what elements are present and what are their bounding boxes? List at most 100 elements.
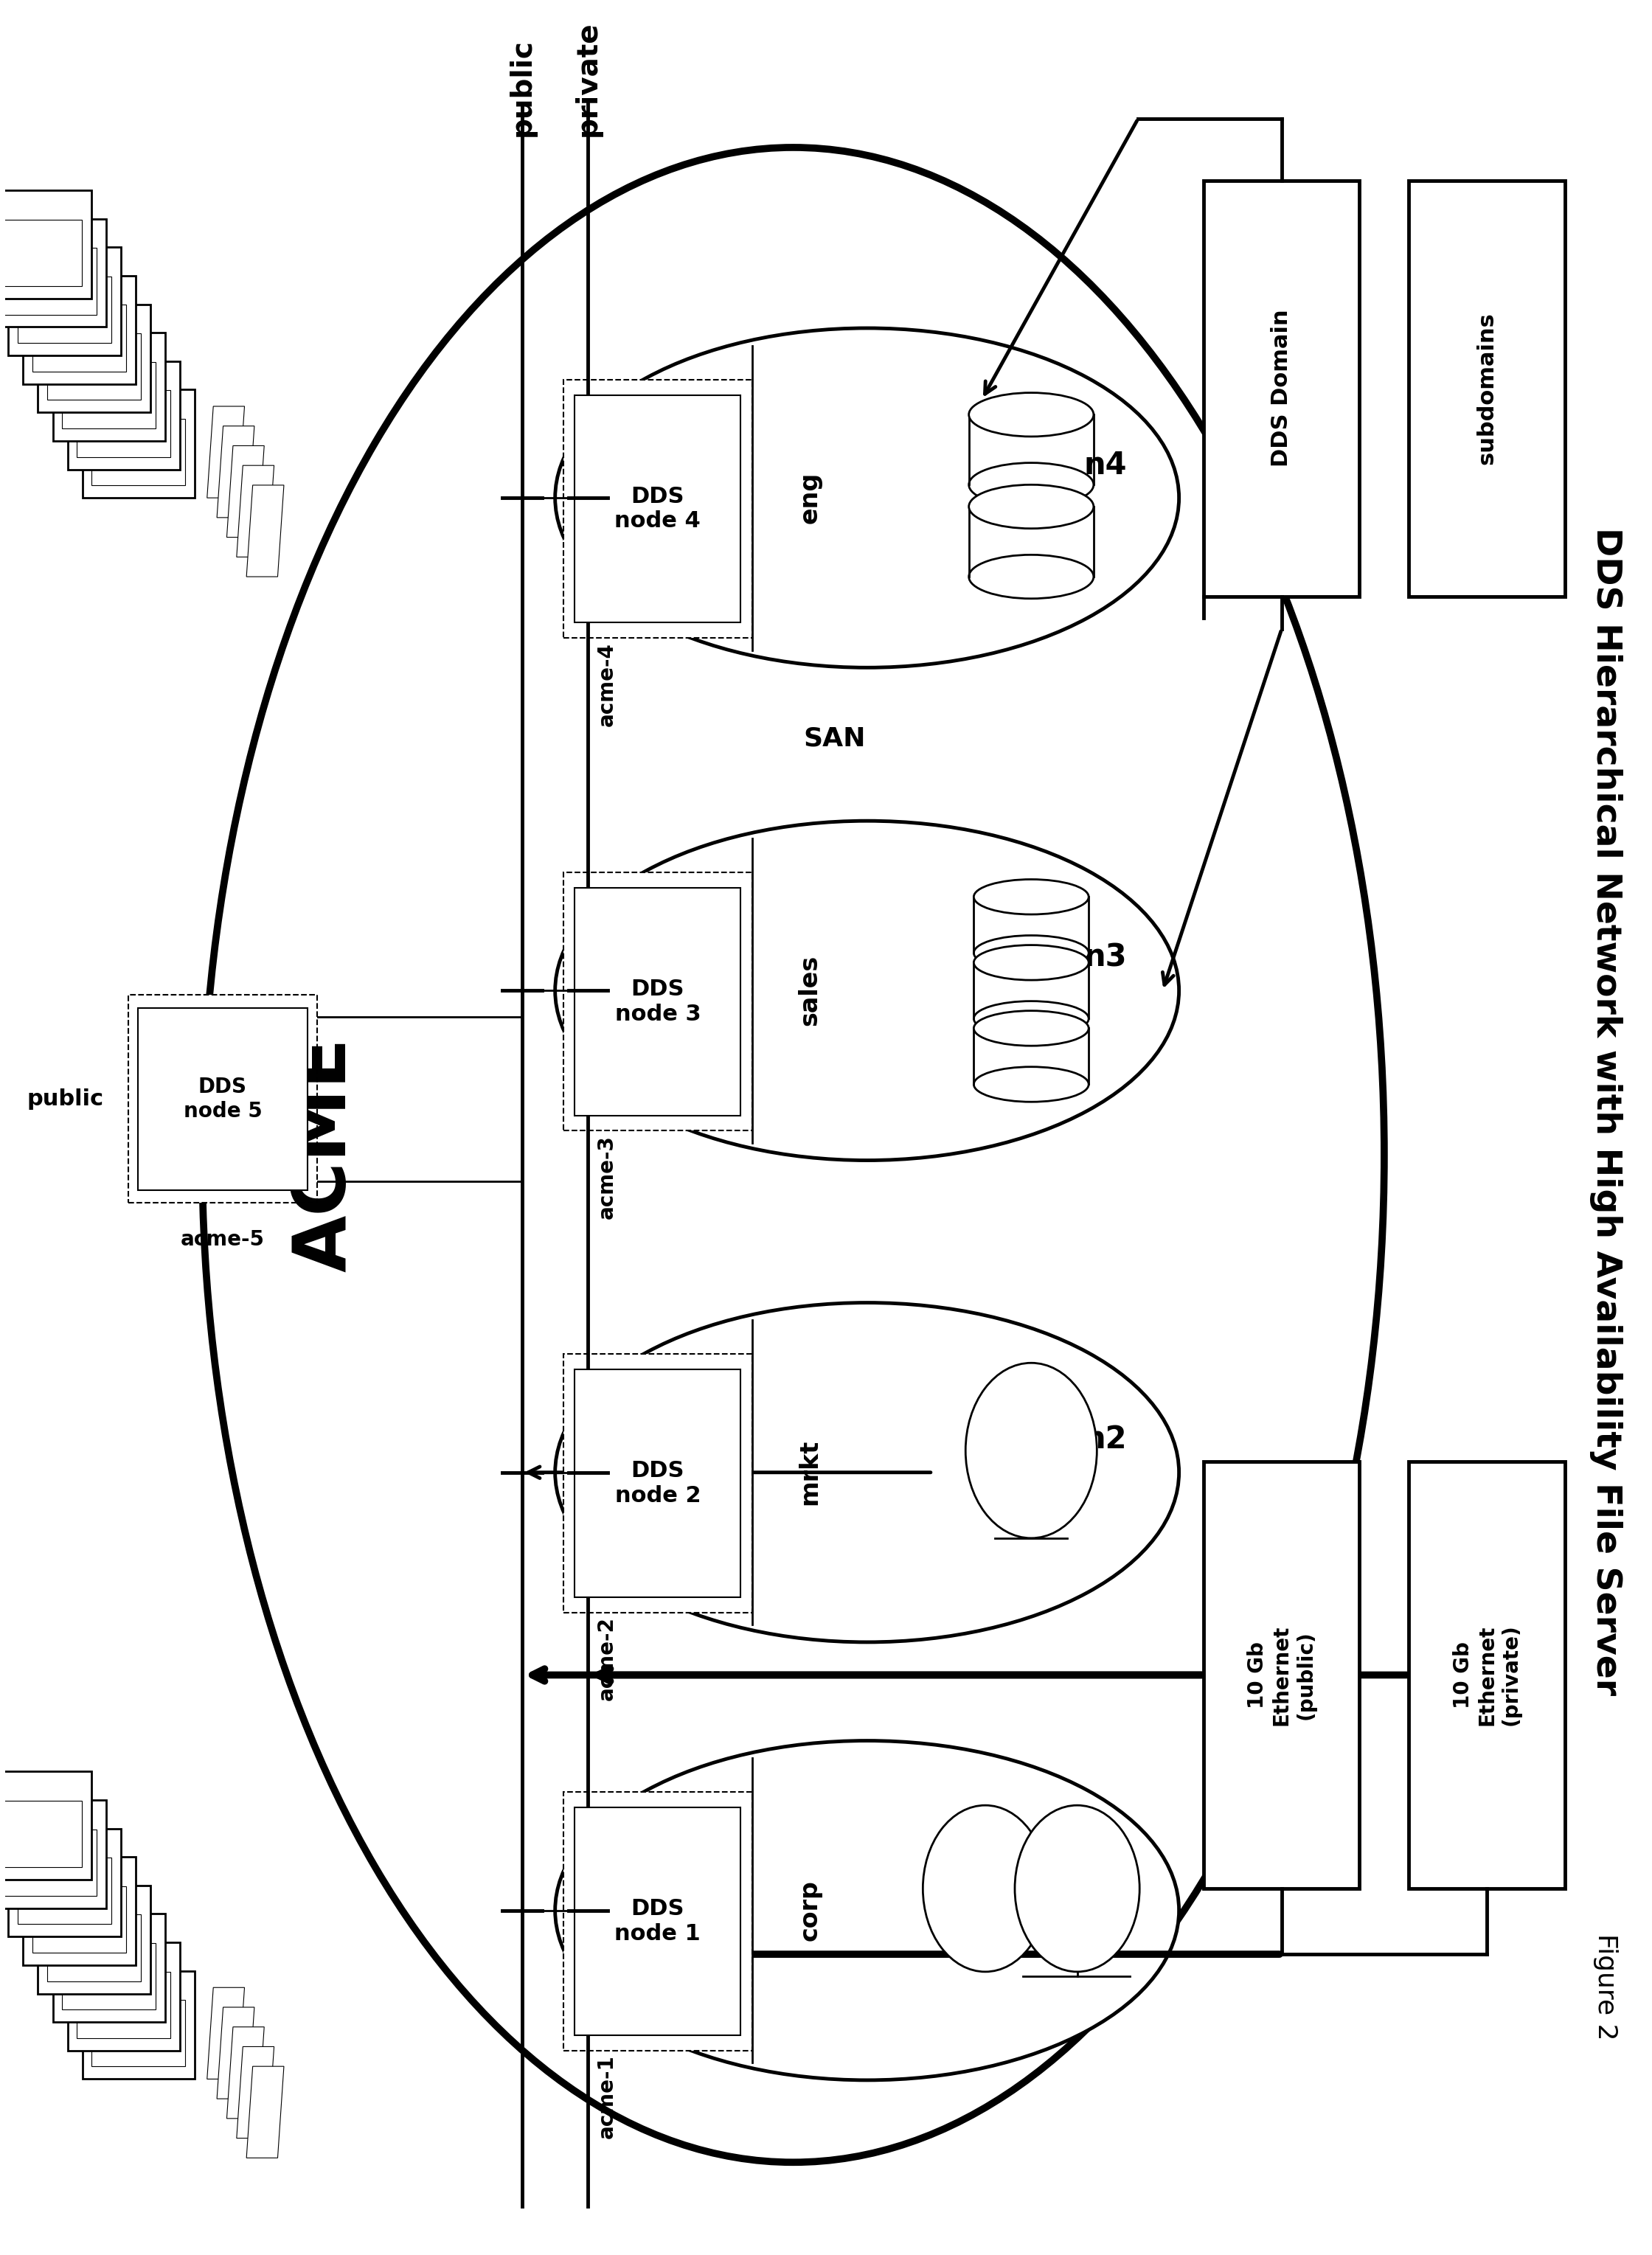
Bar [78, 390, 170, 458]
Ellipse shape [973, 945, 1089, 981]
Text: n1: n1 [1084, 1863, 1127, 1892]
Polygon shape [246, 485, 284, 577]
Bar [0, 189, 91, 298]
Text: DDS Domain: DDS Domain [1270, 309, 1292, 467]
Polygon shape [216, 2007, 254, 2099]
Ellipse shape [202, 147, 1384, 2163]
Bar [8, 1829, 121, 1937]
Ellipse shape [973, 1010, 1089, 1046]
Bar [23, 1856, 135, 1964]
Bar [1409, 1461, 1564, 1887]
Text: ACME: ACME [289, 1037, 362, 1272]
Bar [0, 1799, 106, 1908]
Text: acme-4: acme-4 [596, 643, 616, 726]
Bar [53, 1914, 165, 2023]
Bar [3, 1829, 96, 1896]
Text: acme-5: acme-5 [180, 1229, 264, 1249]
Bar [563, 1793, 752, 2050]
Text: mrkt: mrkt [798, 1439, 821, 1506]
Circle shape [965, 1362, 1097, 1538]
Bar [575, 888, 740, 1116]
Text: DDS Hierarchical Network with High Availability File Server: DDS Hierarchical Network with High Avail… [1589, 528, 1622, 1696]
Ellipse shape [968, 485, 1094, 528]
Ellipse shape [555, 329, 1180, 667]
Text: 10 Gb
Ethernet
(private): 10 Gb Ethernet (private) [1452, 1624, 1521, 1725]
Text: corp: corp [798, 1881, 821, 1942]
Ellipse shape [555, 1303, 1180, 1642]
Text: public: public [509, 38, 537, 138]
Text: DDS
node 3: DDS node 3 [615, 979, 700, 1024]
Text: acme-3: acme-3 [596, 1134, 616, 1218]
Text: n4: n4 [1084, 449, 1127, 480]
Bar [0, 1772, 91, 1881]
Circle shape [1014, 1806, 1140, 1971]
Text: sales: sales [798, 956, 821, 1026]
Bar [33, 1885, 126, 1953]
Bar [33, 304, 126, 372]
Bar [129, 994, 317, 1204]
Text: DDS
node 1: DDS node 1 [615, 1899, 700, 1944]
Polygon shape [236, 2048, 274, 2138]
Text: SAN: SAN [803, 726, 866, 751]
Bar [575, 1809, 740, 2036]
Bar [18, 1858, 111, 1924]
Bar [78, 1971, 170, 2039]
Bar [23, 275, 135, 383]
Polygon shape [226, 2027, 264, 2117]
Bar [1409, 180, 1564, 595]
Text: 10 Gb
Ethernet
(public): 10 Gb Ethernet (public) [1247, 1624, 1315, 1725]
Text: DDS
node 4: DDS node 4 [615, 485, 700, 532]
Text: public: public [26, 1089, 104, 1109]
Bar [38, 304, 150, 413]
Bar [83, 390, 195, 498]
Text: n3: n3 [1084, 943, 1127, 974]
Bar [0, 1802, 83, 1867]
Bar [63, 1944, 155, 2009]
Bar [0, 219, 106, 327]
Bar [563, 1355, 752, 1612]
Bar [38, 1885, 150, 1993]
Bar [91, 2000, 185, 2066]
Ellipse shape [973, 936, 1089, 970]
Ellipse shape [555, 821, 1180, 1161]
Polygon shape [216, 426, 254, 519]
Ellipse shape [973, 1067, 1089, 1103]
Bar [83, 1971, 195, 2079]
Ellipse shape [973, 1001, 1089, 1035]
Polygon shape [206, 1987, 244, 2079]
Bar [68, 1942, 180, 2050]
Bar [139, 1008, 307, 1191]
Ellipse shape [968, 392, 1094, 437]
Bar [68, 361, 180, 469]
Text: acme-2: acme-2 [596, 1617, 616, 1700]
Text: acme-1: acme-1 [596, 2054, 616, 2138]
Bar [48, 1914, 140, 1982]
Bar [8, 248, 121, 356]
Text: subdomains: subdomains [1477, 311, 1497, 465]
Polygon shape [226, 446, 264, 537]
Circle shape [923, 1806, 1047, 1971]
Ellipse shape [968, 555, 1094, 598]
Bar [575, 395, 740, 622]
Bar [0, 219, 83, 286]
Polygon shape [236, 465, 274, 557]
Bar [3, 248, 96, 313]
Bar [18, 277, 111, 343]
Text: Figure 2: Figure 2 [1593, 1935, 1619, 2041]
Bar [563, 873, 752, 1130]
Text: eng: eng [798, 471, 821, 523]
Text: DDS
node 2: DDS node 2 [615, 1461, 700, 1506]
Text: n2: n2 [1084, 1425, 1127, 1454]
Bar [575, 1369, 740, 1597]
Bar [1204, 180, 1360, 595]
Bar [563, 379, 752, 638]
Ellipse shape [973, 879, 1089, 913]
Text: private: private [573, 20, 601, 138]
Ellipse shape [555, 1741, 1180, 2079]
Bar [1204, 1461, 1360, 1887]
Bar [91, 419, 185, 485]
Text: DDS
node 5: DDS node 5 [183, 1076, 263, 1121]
Bar [48, 334, 140, 399]
Bar [63, 361, 155, 428]
Bar [53, 334, 165, 442]
